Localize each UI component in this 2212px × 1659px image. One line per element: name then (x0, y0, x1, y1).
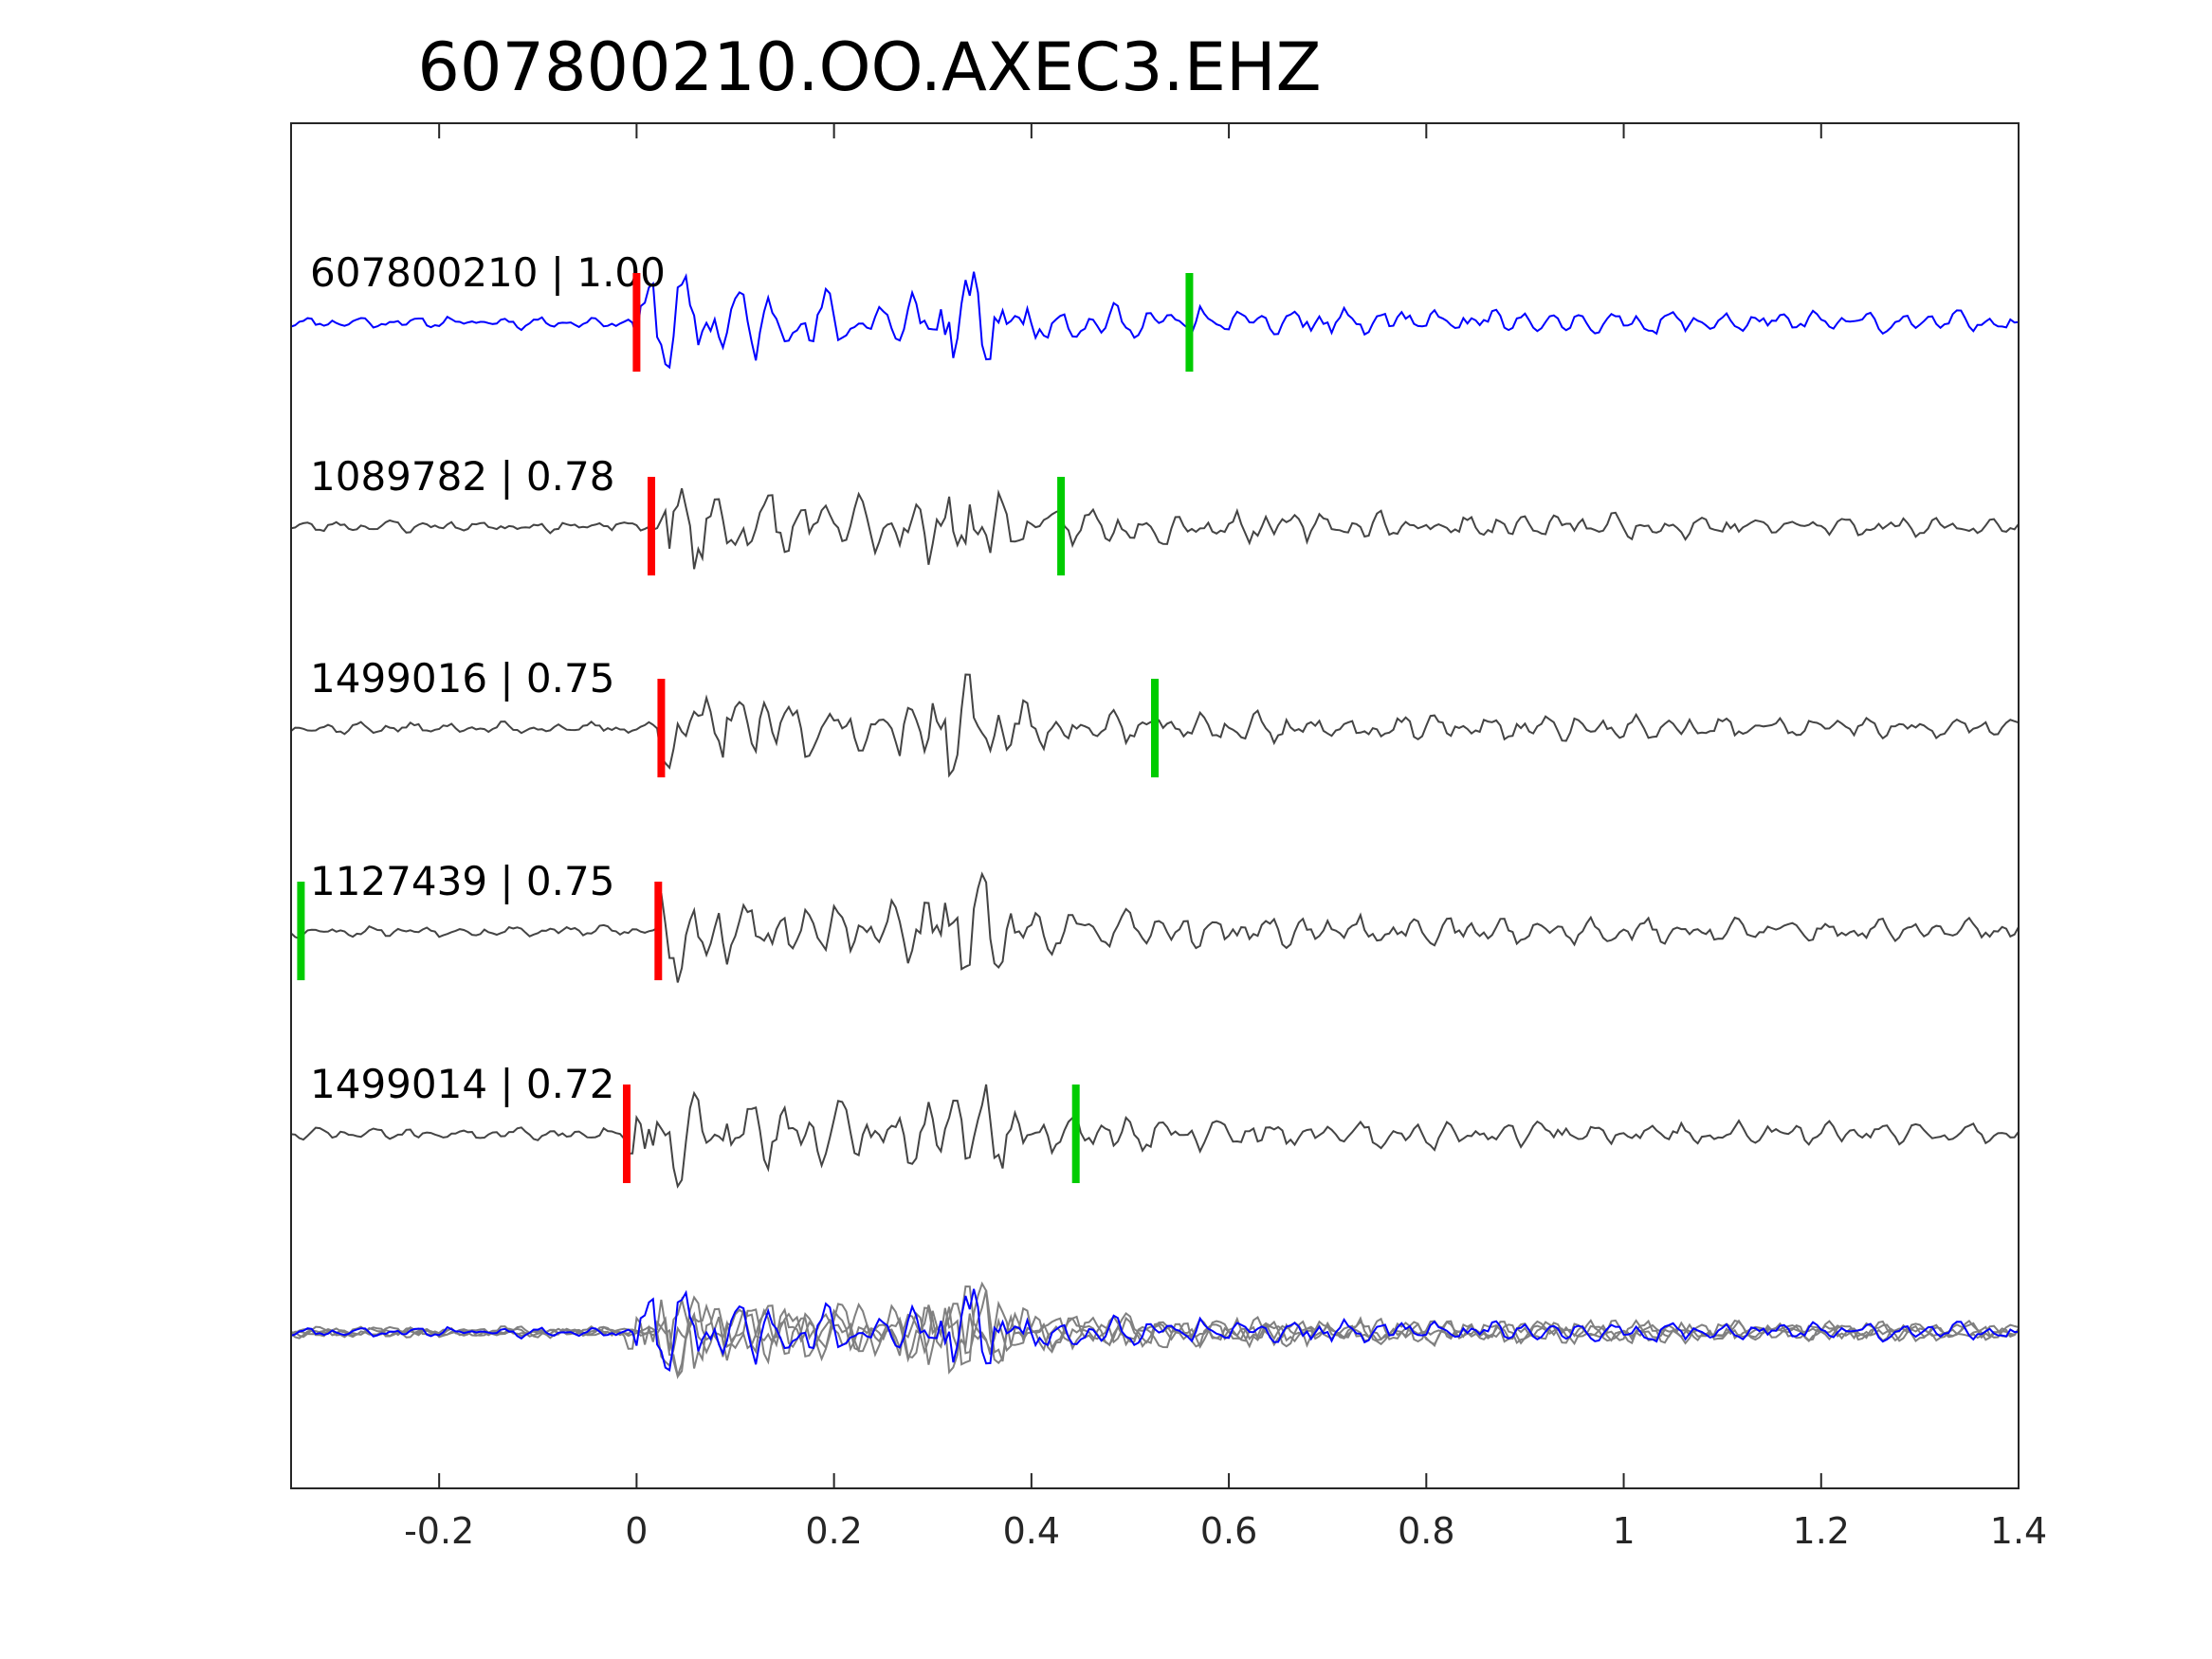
traces-layer (290, 271, 2020, 1380)
x-tick-label: 1.2 (1793, 1510, 1850, 1552)
trace-label-1127439: 1127439 | 0.75 (310, 858, 614, 904)
trace-1499014 (290, 1084, 2020, 1189)
x-tick-label: 0.4 (1003, 1510, 1060, 1552)
chart-title: 607800210.OO.AXEC3.EHZ (417, 28, 1321, 106)
x-tick-label: 1.4 (1990, 1510, 2047, 1552)
plot-area (290, 122, 2020, 1489)
x-tick-label: -0.2 (404, 1510, 474, 1552)
trace-label-1499016: 1499016 | 0.75 (310, 655, 614, 702)
trace-1089782 (290, 487, 2020, 570)
trace-1127439 (290, 871, 2020, 983)
overlay-trace-607800210 (290, 1288, 2020, 1372)
trace-label-1499014: 1499014 | 0.72 (310, 1061, 614, 1107)
x-tick-label: 0.8 (1398, 1510, 1454, 1552)
phase-picks-layer (297, 273, 1194, 1183)
x-tick-label: 0 (625, 1510, 648, 1552)
trace-labels-layer: 607800210 | 1.00 1089782 | 0.78 1499016 | … (310, 249, 666, 1107)
x-tick-label: 0.2 (805, 1510, 862, 1552)
x-tick-label: 1 (1612, 1510, 1635, 1552)
trace-607800210 (290, 271, 2020, 370)
trace-label-607800210: 607800210 | 1.00 (310, 249, 666, 296)
trace-label-1089782: 1089782 | 0.78 (310, 453, 614, 500)
overlay-trace-1127439 (290, 1281, 2020, 1380)
x-axis-ticks: -0.2 0 0.2 0.4 0.6 0.8 1 1.2 1.4 (404, 123, 2047, 1552)
x-tick-label: 0.6 (1200, 1510, 1257, 1552)
